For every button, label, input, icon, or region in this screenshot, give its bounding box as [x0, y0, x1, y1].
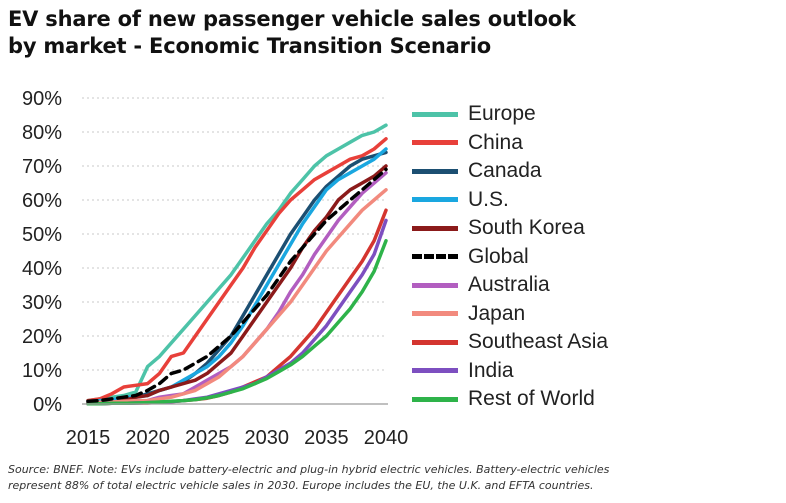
- legend-swatch: [412, 311, 458, 316]
- legend-item-australia: Australia: [412, 271, 550, 299]
- series-line-south-korea: [86, 164, 388, 406]
- chart-title-line-1: EV share of new passenger vehicle sales …: [8, 7, 576, 31]
- legend-label: India: [468, 358, 514, 382]
- x-tick-label: 2035: [304, 427, 349, 449]
- x-tick-label: 2030: [245, 427, 290, 449]
- y-tick-label: 0%: [33, 394, 62, 416]
- y-tick-label: 20%: [22, 326, 62, 348]
- chart-title: EV share of new passenger vehicle sales …: [8, 6, 608, 60]
- x-tick-label: 2040: [364, 427, 409, 449]
- y-tick-label: 90%: [22, 88, 62, 110]
- legend-item-japan: Japan: [412, 300, 525, 328]
- source-note-line-2: represent 88% of total electric vehicle …: [8, 479, 594, 492]
- series-line-rest-of-world: [86, 239, 388, 406]
- y-tick-label: 50%: [22, 224, 62, 246]
- legend-item-southeast-asia: Southeast Asia: [412, 328, 608, 356]
- legend-label: Australia: [468, 273, 550, 296]
- legend-swatch: [412, 225, 458, 231]
- legend-swatch: [412, 282, 458, 288]
- x-tick-label: 2015: [66, 427, 111, 449]
- series-line-europe: [86, 123, 388, 403]
- legend-swatch: [412, 111, 458, 117]
- legend-label: U.S.: [468, 187, 509, 211]
- legend-item-global: Global: [412, 243, 529, 271]
- series-line-global: [86, 167, 388, 404]
- series-lines: [86, 123, 388, 406]
- legend-item-china: China: [412, 129, 523, 157]
- legend-item-canada: Canada: [412, 157, 542, 185]
- y-tick-label: 80%: [22, 122, 62, 144]
- y-tick-label: 60%: [22, 190, 62, 212]
- legend-label: Rest of World: [468, 387, 595, 410]
- legend-swatch: [412, 140, 458, 145]
- legend-item-europe: Europe: [412, 100, 536, 128]
- y-axis-ticks: 0% 10% 20% 30% 40% 50% 60% 70% 80% 90%: [22, 88, 62, 416]
- legend-label: Europe: [468, 102, 536, 125]
- x-tick-label: 2020: [125, 427, 170, 449]
- y-tick-label: 10%: [22, 360, 62, 382]
- legend-item-india: India: [412, 357, 514, 385]
- legend-item-south-korea: South Korea: [412, 214, 585, 242]
- legend-label: Japan: [468, 301, 526, 325]
- legend-label: Canada: [468, 159, 542, 182]
- y-tick-label: 40%: [22, 258, 62, 280]
- y-tick-label: 70%: [22, 156, 62, 178]
- chart-title-line-2: by market - Economic Transition Scenario: [8, 34, 491, 58]
- legend-swatch: [412, 339, 458, 345]
- source-note: Source: BNEF. Note: EVs include battery-…: [8, 462, 783, 494]
- series-line-india: [86, 218, 388, 406]
- legend-label: South Korea: [468, 216, 585, 239]
- legend-swatch: [412, 197, 458, 202]
- legend-swatch: [412, 368, 458, 373]
- source-note-line-1: Source: BNEF. Note: EVs include battery-…: [8, 463, 610, 476]
- series-line-japan: [86, 188, 388, 405]
- legend-label: Southeast Asia: [468, 330, 609, 353]
- legend-swatch: [412, 168, 458, 174]
- legend-label: Global: [468, 244, 529, 268]
- legend-swatch: [412, 396, 458, 402]
- x-axis-ticks: 2015 2020 2025 2030 2035 2040: [66, 427, 409, 449]
- legend-swatch: [412, 254, 458, 259]
- legend-label: China: [468, 130, 523, 154]
- legend-item-rest-of-world: Rest of World: [412, 385, 595, 413]
- series-line-china: [86, 137, 388, 403]
- y-tick-label: 30%: [22, 292, 62, 314]
- legend-item-u-s-: U.S.: [412, 186, 509, 214]
- x-tick-label: 2025: [185, 427, 230, 449]
